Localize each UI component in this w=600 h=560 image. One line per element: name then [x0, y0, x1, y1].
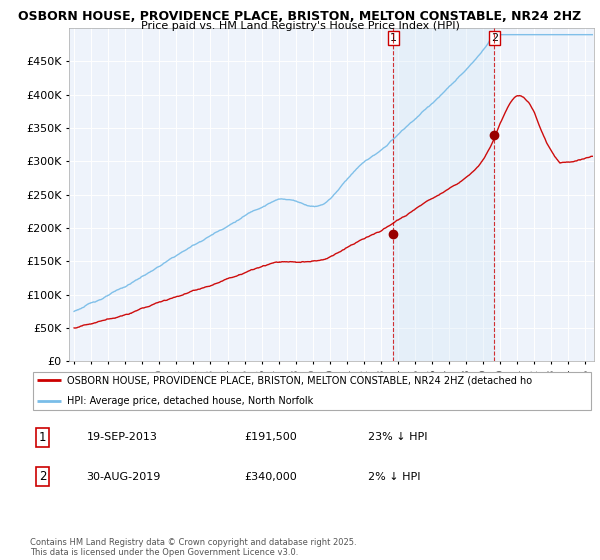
Text: 2: 2	[38, 470, 46, 483]
Text: HPI: Average price, detached house, North Norfolk: HPI: Average price, detached house, Nort…	[67, 396, 313, 406]
Text: 23% ↓ HPI: 23% ↓ HPI	[368, 432, 428, 442]
Text: £191,500: £191,500	[244, 432, 297, 442]
Text: 2% ↓ HPI: 2% ↓ HPI	[368, 472, 421, 482]
Text: Contains HM Land Registry data © Crown copyright and database right 2025.
This d: Contains HM Land Registry data © Crown c…	[30, 538, 356, 557]
Text: 2: 2	[491, 33, 498, 43]
Text: OSBORN HOUSE, PROVIDENCE PLACE, BRISTON, MELTON CONSTABLE, NR24 2HZ (detached ho: OSBORN HOUSE, PROVIDENCE PLACE, BRISTON,…	[67, 375, 532, 385]
Text: Price paid vs. HM Land Registry's House Price Index (HPI): Price paid vs. HM Land Registry's House …	[140, 21, 460, 31]
Text: 1: 1	[38, 431, 46, 444]
FancyBboxPatch shape	[33, 372, 591, 409]
Text: 19-SEP-2013: 19-SEP-2013	[86, 432, 157, 442]
Bar	[393, 28, 494, 361]
Text: OSBORN HOUSE, PROVIDENCE PLACE, BRISTON, MELTON CONSTABLE, NR24 2HZ: OSBORN HOUSE, PROVIDENCE PLACE, BRISTON,…	[19, 10, 581, 23]
Text: £340,000: £340,000	[244, 472, 297, 482]
Text: 30-AUG-2019: 30-AUG-2019	[86, 472, 161, 482]
Text: 1: 1	[390, 33, 397, 43]
